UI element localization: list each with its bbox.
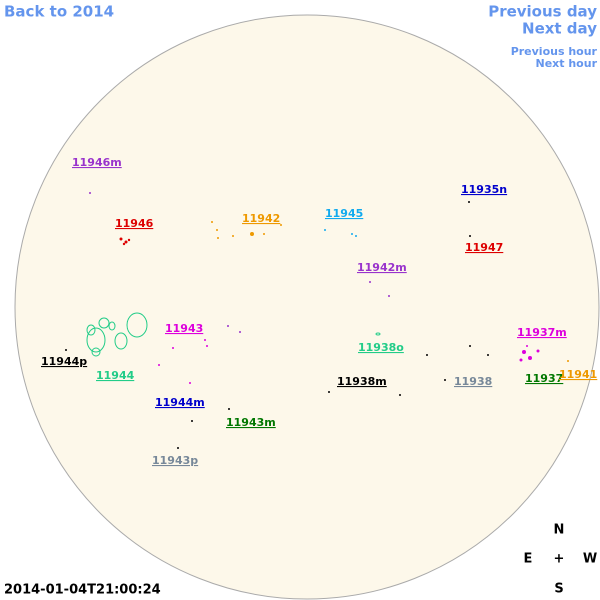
region-label[interactable]: 11946m bbox=[72, 156, 122, 169]
region-label[interactable]: 11937m bbox=[517, 326, 567, 339]
region-label[interactable]: 11935n bbox=[461, 183, 507, 196]
compass-south: S bbox=[554, 582, 563, 597]
navigation: Back to 2014 Previous day Next day Previ… bbox=[4, 3, 598, 71]
compass: N E + W S bbox=[524, 523, 598, 597]
region-label[interactable]: 11944p bbox=[41, 355, 87, 368]
region-label[interactable]: 11937 bbox=[525, 372, 563, 385]
next-hour-link[interactable]: Next hour bbox=[536, 57, 598, 70]
region-label[interactable]: 11938o bbox=[358, 341, 404, 354]
region-label[interactable]: 11941 bbox=[559, 368, 597, 381]
region-label[interactable]: 11943m bbox=[226, 416, 276, 429]
region-label[interactable]: 11942 bbox=[242, 212, 280, 225]
back-link[interactable]: Back to 2014 bbox=[4, 3, 114, 21]
region-labels: 11946m 11946 11942 11945 11935n 11947 11942m 11… bbox=[41, 156, 597, 467]
sunspot-features bbox=[65, 192, 569, 449]
region-label[interactable]: 11942m bbox=[357, 261, 407, 274]
previous-day-link[interactable]: Previous day bbox=[488, 3, 597, 21]
region-label[interactable]: 11943p bbox=[152, 454, 198, 467]
previous-hour-link[interactable]: Previous hour bbox=[511, 45, 598, 58]
region-label[interactable]: 11947 bbox=[465, 241, 503, 254]
compass-north: N bbox=[554, 523, 565, 538]
next-day-link[interactable]: Next day bbox=[522, 20, 597, 38]
region-label[interactable]: 11938 bbox=[454, 375, 492, 388]
region-label[interactable]: 11938m bbox=[337, 375, 387, 388]
region-label[interactable]: 11946 bbox=[115, 217, 154, 230]
region-label[interactable]: 11945 bbox=[325, 207, 363, 220]
region-label[interactable]: 11944m bbox=[155, 396, 205, 409]
compass-center: + bbox=[554, 552, 565, 567]
timestamp: 2014-01-04T21:00:24 bbox=[4, 583, 161, 598]
region-label[interactable]: 11943 bbox=[165, 322, 203, 335]
region-label[interactable]: 11944 bbox=[96, 369, 135, 382]
solar-disk bbox=[14, 14, 600, 600]
compass-east: E bbox=[524, 552, 533, 567]
compass-west: W bbox=[583, 552, 597, 567]
